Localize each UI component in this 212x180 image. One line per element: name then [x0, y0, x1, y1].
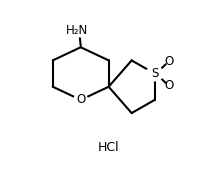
Text: O: O: [76, 93, 85, 106]
Text: HCl: HCl: [98, 141, 120, 154]
Text: O: O: [164, 79, 173, 92]
Circle shape: [146, 66, 163, 81]
Text: H₂N: H₂N: [66, 24, 89, 37]
Text: O: O: [164, 55, 173, 68]
Circle shape: [74, 94, 88, 106]
Text: S: S: [151, 67, 158, 80]
